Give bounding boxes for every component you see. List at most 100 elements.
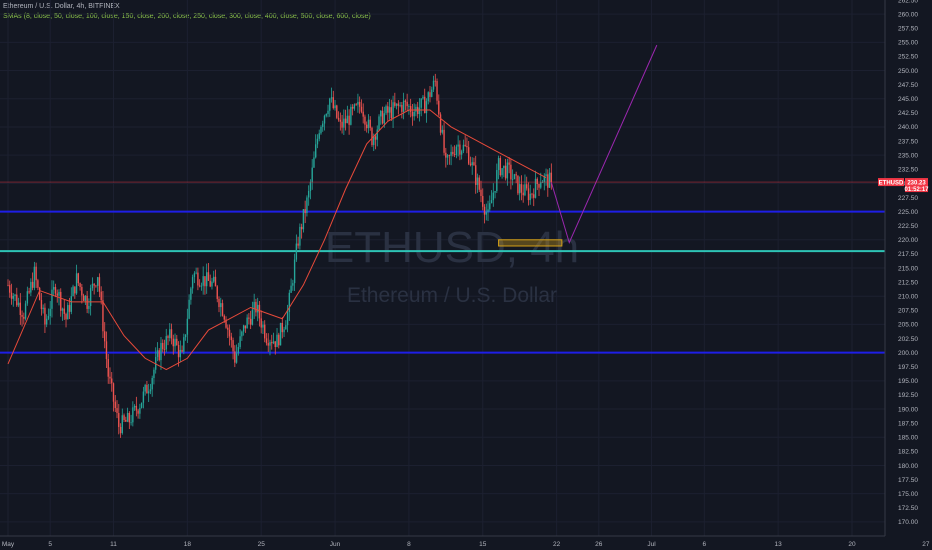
candle-body xyxy=(358,101,361,107)
candle-body xyxy=(457,144,459,147)
candle-body xyxy=(200,285,203,287)
candle-body xyxy=(364,116,366,125)
candle-body xyxy=(82,295,85,301)
candle-body xyxy=(329,98,331,111)
candle-body xyxy=(262,324,264,328)
candle-body xyxy=(84,295,87,301)
time-tick-label: 22 xyxy=(553,541,561,548)
last-price-tag-bg xyxy=(905,178,928,193)
target-zone[interactable] xyxy=(498,239,563,247)
candle-body xyxy=(272,341,275,344)
candle-body xyxy=(253,301,255,310)
candle-body xyxy=(286,311,289,326)
candle-body xyxy=(79,283,81,288)
candle-body xyxy=(307,190,310,198)
candle-body xyxy=(355,104,357,106)
candle-body xyxy=(63,308,65,314)
candle-body xyxy=(344,118,347,124)
candle-body xyxy=(40,299,43,310)
candle-body xyxy=(86,295,88,309)
candle-body xyxy=(218,298,220,308)
countdown-label: 01:52:17 xyxy=(904,187,929,193)
candle-body xyxy=(357,101,359,105)
candle-body xyxy=(195,272,197,274)
candle-body xyxy=(395,103,398,106)
candle-body xyxy=(485,211,487,215)
candle-body xyxy=(49,308,51,317)
candle-body xyxy=(499,158,502,176)
candle-body xyxy=(239,336,241,348)
candle-body xyxy=(205,272,208,287)
time-tick-label: 5 xyxy=(48,541,52,548)
symbol-tag-bg xyxy=(878,178,904,187)
candle-body xyxy=(47,316,50,319)
candle-body xyxy=(249,318,252,325)
candle-body xyxy=(373,136,375,146)
candle-body xyxy=(105,341,108,360)
candle-body xyxy=(234,351,236,363)
candle-body xyxy=(453,154,456,155)
candle-body xyxy=(522,192,524,196)
candle-body xyxy=(140,402,143,408)
candle-body xyxy=(230,336,233,341)
candle-body xyxy=(394,102,396,106)
candle-body xyxy=(501,168,503,176)
symbol-tag-label: ETHUSD xyxy=(879,180,904,186)
candle-body xyxy=(144,384,146,392)
projection-path[interactable] xyxy=(550,44,658,245)
candle-body xyxy=(545,174,547,176)
candle-body xyxy=(23,316,25,319)
candle-body xyxy=(130,422,132,424)
candle-body xyxy=(401,105,403,112)
price-tick-label: 245.00 xyxy=(898,96,918,103)
candle-body xyxy=(65,313,67,320)
last-price-label: 230.23 xyxy=(907,180,926,186)
candle-body xyxy=(31,281,34,288)
price-tick-label: 192.50 xyxy=(898,392,918,399)
candle-body xyxy=(68,305,71,312)
candle-body xyxy=(75,273,78,294)
price-tick-label: 247.50 xyxy=(898,82,918,89)
candle-body xyxy=(197,272,199,286)
candle-body xyxy=(346,115,349,124)
candle-body xyxy=(213,276,215,282)
candle-body xyxy=(448,155,451,156)
price-axis[interactable]: 170.00 172.50 175.00 177.50 180.00 182.50 185.… xyxy=(884,0,932,550)
candle-body xyxy=(399,105,401,106)
price-tick-label: 240.00 xyxy=(898,124,918,131)
candle-body xyxy=(527,188,530,201)
price-tick-label: 187.50 xyxy=(898,420,918,427)
candle-body xyxy=(267,343,269,346)
price-tick-label: 237.50 xyxy=(898,138,918,145)
candle-body xyxy=(548,172,551,188)
candle-body xyxy=(306,197,308,214)
candle-body xyxy=(174,338,176,347)
candle-body xyxy=(202,276,204,286)
candle-body xyxy=(165,336,167,350)
time-tick-label: 11 xyxy=(110,541,117,548)
candle-body xyxy=(10,292,13,299)
candle-body xyxy=(214,276,217,287)
candle-body xyxy=(360,106,363,112)
candle-body xyxy=(170,329,173,339)
candle-body xyxy=(438,100,440,115)
candle-body xyxy=(132,407,134,423)
candle-body xyxy=(179,349,182,358)
candle-body xyxy=(126,412,129,422)
candle-body xyxy=(155,356,157,370)
candle-body xyxy=(494,191,496,193)
candle-body xyxy=(30,281,32,293)
time-axis[interactable]: May5111825Jun8152226Jul6132027Aug5 xyxy=(0,535,932,548)
candle-body xyxy=(42,307,44,310)
candle-body xyxy=(374,136,377,140)
candle-body xyxy=(511,179,514,180)
candle-body xyxy=(304,209,306,214)
price-tick-label: 217.50 xyxy=(898,251,918,258)
candle-body xyxy=(35,266,37,281)
candle-body xyxy=(107,359,109,377)
candle-body xyxy=(204,276,206,287)
candle-body xyxy=(16,294,18,306)
candle-body xyxy=(281,322,283,333)
candle-body xyxy=(111,378,113,384)
